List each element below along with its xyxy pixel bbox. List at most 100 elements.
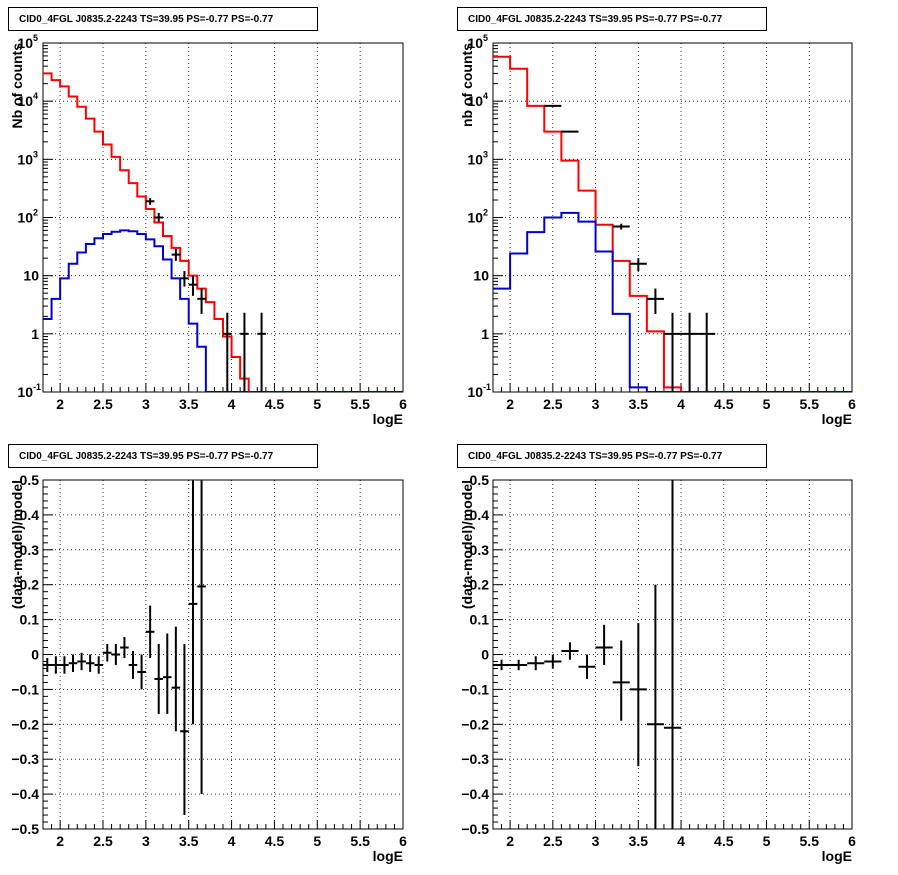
data-point (197, 480, 206, 795)
y-tick-label: 0.2 (470, 577, 490, 593)
x-tick-label: 6 (399, 833, 407, 849)
data-point (240, 312, 249, 392)
data-point (128, 651, 138, 679)
data-point (103, 644, 112, 662)
data-point (561, 642, 579, 660)
data-point (595, 624, 613, 665)
x-tick-label: 6 (848, 396, 856, 412)
x-tick-label: 2.5 (93, 396, 113, 412)
data-point (154, 644, 163, 714)
data-point (94, 656, 103, 674)
y-tick-exponent: 3 (483, 149, 488, 159)
y-tick-exponent: 4 (33, 91, 38, 101)
title-box-p4: CID0_4FGL J0835.2-2243 TS=39.95 PS=-0.77… (457, 444, 767, 468)
x-tick-label: 4 (228, 833, 236, 849)
y-tick-label: 0 (481, 647, 489, 663)
y-tick-label: −0.2 (461, 716, 489, 732)
y-axis-label: (data-model)/model (459, 480, 475, 609)
x-tick-label: 2 (506, 396, 514, 412)
y-tick-label: −0.3 (461, 751, 489, 767)
data-point (171, 626, 181, 732)
y-tick-label: 0.4 (470, 507, 490, 523)
y-tick-label: −0.4 (11, 786, 39, 802)
y-tick-label: −0.1 (11, 681, 39, 697)
data-point (544, 654, 562, 669)
data-point (163, 633, 172, 714)
data-point (544, 104, 562, 107)
data-point (180, 644, 189, 816)
y-tick-label: 0.5 (470, 472, 490, 488)
data-point (257, 312, 266, 392)
x-tick-label: 4.5 (714, 396, 734, 412)
step-series (493, 211, 852, 392)
data-point (188, 275, 198, 296)
y-tick-label: 10 (17, 35, 33, 51)
y-tick-label: −0.3 (11, 751, 39, 767)
y-tick-label: −0.4 (461, 786, 489, 802)
data-point (527, 656, 545, 671)
y-tick-label: 10 (17, 384, 33, 400)
x-tick-label: 3 (142, 396, 150, 412)
data-point (663, 312, 682, 392)
y-tick-label: 0 (31, 647, 39, 663)
x-tick-label: 5 (313, 833, 321, 849)
step-series (43, 72, 403, 392)
data-point (493, 659, 511, 671)
y-tick-label: 0.4 (20, 507, 40, 523)
y-tick-label: 0.1 (470, 612, 490, 628)
x-tick-label: 5.5 (350, 396, 370, 412)
x-axis-label: logE (373, 848, 403, 864)
y-tick-label: 0.1 (20, 612, 40, 628)
x-tick-label: 2.5 (93, 833, 113, 849)
x-tick-label: 3.5 (179, 396, 199, 412)
y-tick-label: 10 (467, 35, 483, 51)
y-axis-label: (data-model)/model (9, 480, 25, 609)
data-point (698, 312, 716, 392)
y-tick-label: 10 (17, 210, 33, 226)
x-tick-label: 2.5 (543, 833, 563, 849)
x-tick-label: 6 (848, 833, 856, 849)
data-point (510, 659, 528, 671)
x-tick-label: 2.5 (543, 396, 563, 412)
x-tick-label: 2 (56, 396, 64, 412)
x-tick-label: 4.5 (714, 833, 734, 849)
data-point (51, 656, 61, 674)
x-tick-label: 6 (399, 396, 407, 412)
data-point (154, 212, 163, 222)
y-tick-exponent: -1 (483, 382, 491, 392)
data-point (171, 248, 181, 261)
y-tick-label: −0.5 (461, 821, 489, 837)
step-series (43, 229, 403, 392)
data-point (223, 312, 232, 392)
y-tick-label: −0.2 (11, 716, 39, 732)
y-tick-label: 0.3 (470, 542, 490, 558)
data-point (60, 656, 69, 674)
x-tick-label: 3 (142, 833, 150, 849)
data-point (120, 637, 129, 658)
data-point (561, 130, 579, 133)
x-tick-label: 5 (763, 396, 771, 412)
data-point (663, 480, 682, 829)
y-tick-exponent: -1 (33, 382, 41, 392)
x-tick-label: 3 (592, 833, 600, 849)
y-tick-label: 10 (467, 151, 483, 167)
x-tick-label: 3 (592, 396, 600, 412)
data-point (612, 223, 630, 230)
x-tick-label: 5 (313, 396, 321, 412)
y-tick-label: 10 (23, 268, 39, 284)
data-point (197, 288, 206, 314)
data-point (180, 271, 189, 287)
y-tick-exponent: 4 (483, 91, 488, 101)
data-point (137, 654, 146, 690)
x-tick-label: 5.5 (350, 833, 370, 849)
y-tick-exponent: 2 (483, 208, 488, 218)
x-tick-label: 2 (506, 833, 514, 849)
y-tick-label: 10 (467, 210, 483, 226)
x-tick-label: 3.5 (179, 833, 199, 849)
y-tick-label: 10 (17, 151, 33, 167)
x-tick-label: 3.5 (629, 396, 649, 412)
title-box-p3: CID0_4FGL J0835.2-2243 TS=39.95 PS=-0.77… (8, 444, 318, 468)
y-tick-exponent: 2 (33, 208, 38, 218)
x-tick-label: 4.5 (265, 396, 285, 412)
